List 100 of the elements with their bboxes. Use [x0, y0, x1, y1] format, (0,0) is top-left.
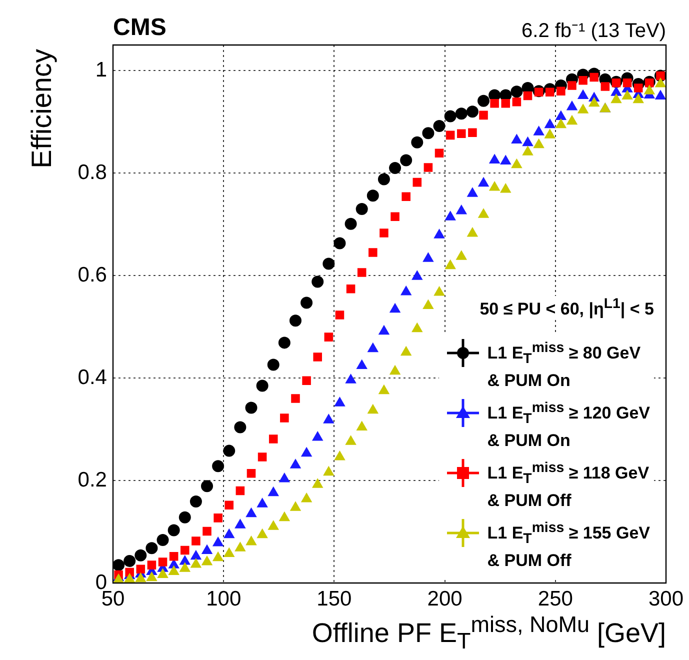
- point: [357, 268, 366, 277]
- point: [279, 472, 290, 482]
- point: [278, 336, 290, 349]
- point: [424, 163, 433, 172]
- point: [356, 421, 368, 430]
- point: [479, 110, 488, 120]
- point: [302, 376, 311, 385]
- point: [279, 512, 290, 522]
- point: [224, 528, 234, 538]
- legend-label: L1 E$_{T}$$^{miss}$ ≥ 120 GeV & PUM On: [487, 398, 650, 452]
- point: [289, 314, 302, 327]
- point: [257, 528, 268, 538]
- point: [134, 549, 147, 562]
- point: [501, 99, 510, 108]
- point: [322, 258, 335, 270]
- point: [610, 86, 622, 96]
- point: [556, 118, 566, 128]
- point: [224, 500, 234, 510]
- point: [522, 146, 534, 156]
- point: [334, 397, 345, 406]
- point: [125, 568, 134, 577]
- point: [500, 183, 511, 193]
- point: [412, 178, 422, 187]
- point: [234, 421, 246, 434]
- x-axis-title: Offline PF E$_{T}$$^{miss, NoMu}$ [GeV]: [312, 612, 666, 654]
- point: [634, 84, 643, 92]
- y-tick-label: 0.4: [78, 366, 108, 389]
- point: [545, 88, 554, 97]
- point: [346, 436, 356, 445]
- point: [224, 548, 234, 558]
- point: [323, 466, 334, 476]
- y-tick-label: 1: [95, 58, 107, 82]
- point: [556, 110, 566, 120]
- point: [246, 468, 256, 478]
- point: [610, 94, 622, 104]
- point: [378, 173, 390, 186]
- point: [455, 108, 468, 120]
- point: [378, 384, 390, 394]
- point: [223, 444, 236, 457]
- point: [212, 552, 224, 562]
- point: [389, 162, 402, 174]
- x-tick-label: 250: [538, 587, 573, 610]
- point: [433, 120, 446, 132]
- point: [378, 325, 390, 335]
- point: [356, 360, 368, 369]
- point: [312, 478, 323, 488]
- y-axis-title: Efficiency: [26, 49, 58, 168]
- point: [566, 115, 578, 125]
- point: [246, 508, 257, 518]
- point: [201, 480, 214, 492]
- point: [190, 496, 202, 508]
- point: [169, 552, 178, 561]
- legend-label: L1 E$_{T}$$^{miss}$ ≥ 80 GeV & PUM On: [487, 338, 641, 392]
- point: [168, 566, 180, 575]
- point: [446, 130, 455, 140]
- x-tick-label: 100: [206, 587, 242, 610]
- point: [256, 380, 268, 392]
- point: [534, 126, 544, 136]
- point: [612, 78, 621, 88]
- point: [113, 574, 124, 583]
- point: [234, 519, 246, 528]
- point: [467, 188, 478, 197]
- point: [400, 154, 412, 166]
- point: [368, 248, 378, 257]
- point: [368, 404, 378, 414]
- point: [412, 322, 422, 332]
- point: [136, 564, 146, 574]
- point: [467, 228, 478, 237]
- point: [422, 252, 434, 262]
- point: [214, 514, 222, 522]
- point: [192, 536, 200, 546]
- x-tick-label: 150: [316, 587, 352, 610]
- point: [511, 134, 522, 144]
- point: [202, 526, 212, 536]
- point: [412, 270, 422, 280]
- point: [523, 91, 532, 100]
- point: [434, 148, 444, 158]
- point: [158, 568, 168, 578]
- point: [300, 296, 313, 309]
- point: [246, 536, 257, 546]
- point: [280, 414, 289, 422]
- point: [456, 205, 467, 214]
- point: [390, 212, 400, 222]
- point: [590, 72, 598, 82]
- point: [368, 342, 378, 352]
- point: [466, 106, 478, 118]
- point: [655, 90, 666, 100]
- point: [236, 486, 245, 496]
- point: [334, 237, 346, 250]
- point: [434, 229, 445, 238]
- point: [356, 202, 368, 215]
- point: [234, 542, 246, 552]
- point: [622, 90, 633, 100]
- point: [588, 97, 600, 107]
- point: [489, 181, 500, 191]
- point: [544, 118, 556, 128]
- point: [346, 284, 356, 294]
- point: [622, 78, 632, 88]
- point: [578, 90, 588, 99]
- point: [400, 346, 412, 356]
